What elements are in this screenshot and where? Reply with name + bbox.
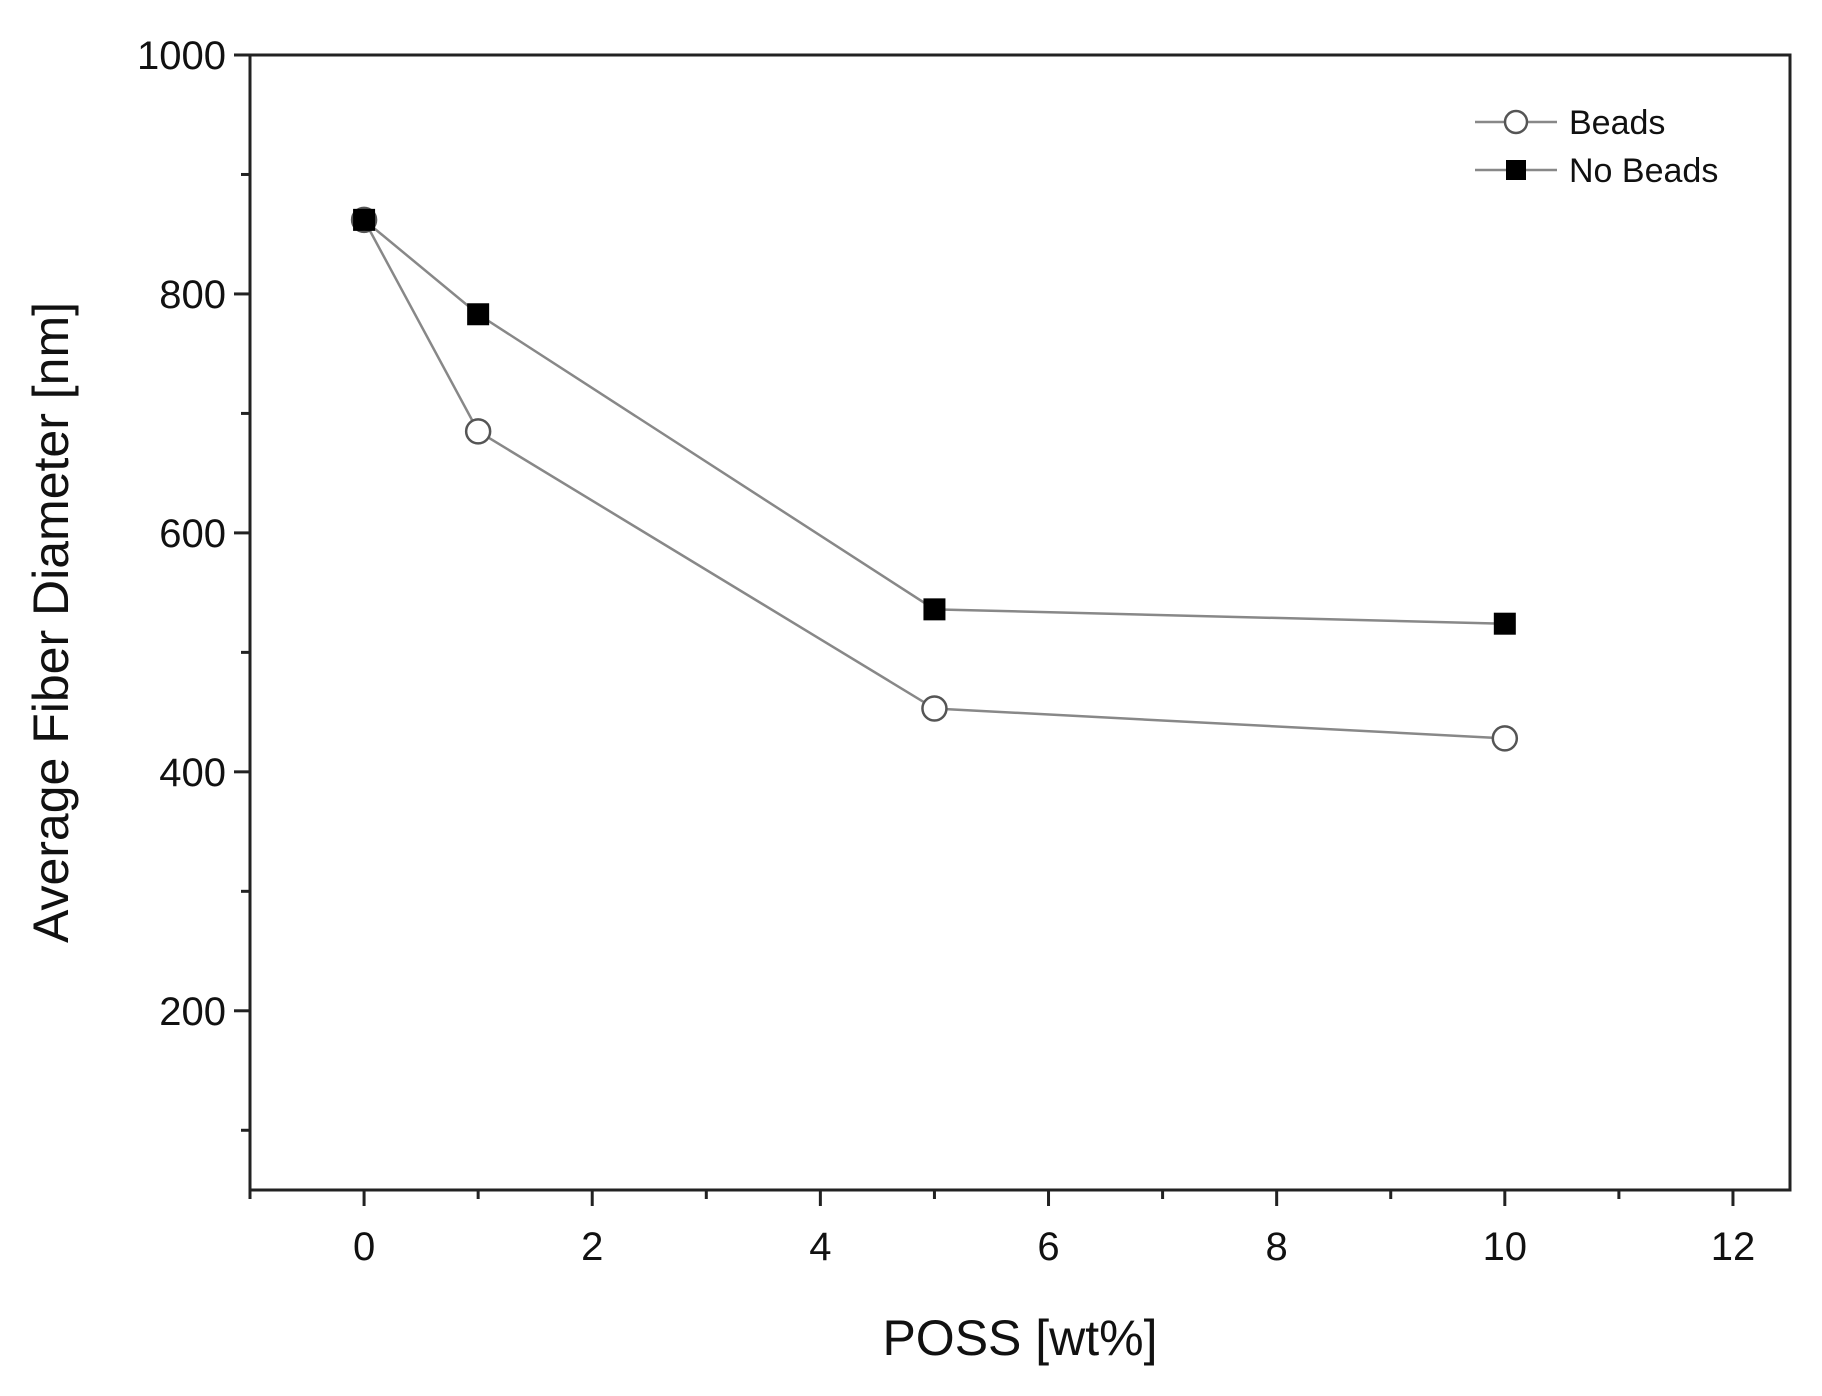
y-tick-label: 400 [159,751,226,795]
x-axis-ticks: 0 2 4 6 8 10 12 [248,1190,1756,1269]
data-point-beads [921,695,948,722]
data-point-no-beads [467,303,490,326]
legend-label-beads: Beads [1569,104,1665,142]
y-tick-label: 800 [159,273,226,317]
data-point-no-beads [353,208,376,231]
data-point-beads [464,418,492,445]
y-axis-ticks: 200 400 600 800 1000 [137,34,250,1132]
legend-marker-no-beads [1506,160,1526,180]
series-line-beads [362,219,1505,740]
y-tick-label: 1000 [137,34,226,78]
x-tick-label: 0 [353,1225,375,1269]
x-tick-label: 8 [1266,1225,1288,1269]
legend-marker-beads [1503,109,1529,135]
y-tick-label: 200 [159,990,226,1034]
data-point-beads [1491,725,1519,752]
x-tick-label: 4 [809,1225,831,1269]
y-tick-label: 600 [159,512,226,556]
y-axis-title: Average Fiber Diameter [nm] [23,302,79,943]
x-tick-label: 6 [1037,1225,1059,1269]
legend: Beads No Beads [1475,104,1718,190]
data-point-no-beads [1493,612,1516,635]
x-axis-title: POSS [wt%] [882,1310,1157,1366]
plot-frame [248,53,1792,1192]
series-line-no-beads [363,218,1505,625]
series-layer [350,206,1519,752]
x-tick-label: 12 [1711,1225,1756,1269]
x-tick-label: 2 [581,1225,603,1269]
legend-label-no-beads: No Beads [1569,152,1718,190]
data-point-no-beads [923,598,946,621]
x-tick-label: 10 [1483,1225,1528,1269]
